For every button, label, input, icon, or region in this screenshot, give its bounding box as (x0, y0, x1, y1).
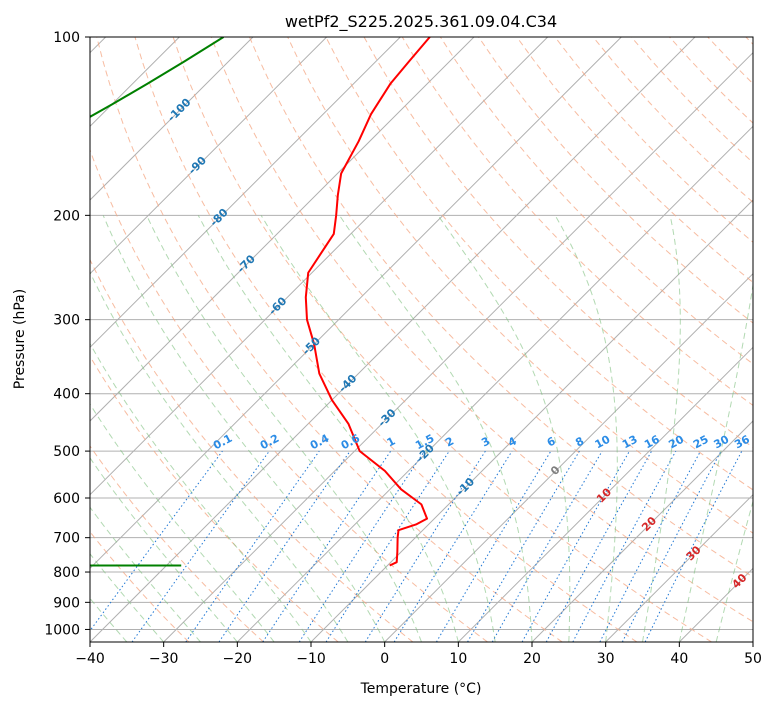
dry-adiabat-line (210, 37, 753, 623)
y-tick-label: 300 (53, 313, 80, 329)
y-tick-label: 400 (53, 387, 80, 403)
x-tick-label: 0 (380, 651, 389, 667)
y-tick-label: 200 (53, 208, 80, 224)
mixing-ratio-label: 20 (666, 433, 686, 452)
moist-adiabat-line (90, 457, 238, 642)
mixing-ratio-line (572, 450, 677, 642)
moist-adiabat-line (197, 215, 459, 642)
y-tick-label: 800 (53, 565, 80, 581)
y-tick-label: 100 (53, 30, 80, 46)
x-tick-label: 20 (523, 651, 541, 667)
y-tick-label: 600 (53, 491, 80, 507)
dry-adiabat-line (325, 37, 753, 491)
isotherm-line (90, 37, 549, 496)
x-tick-label: 30 (597, 651, 615, 667)
dry-adiabat-line (172, 37, 712, 642)
x-tick-label: −10 (296, 651, 326, 667)
mixing-ratio-line (90, 450, 223, 632)
moist-adiabat-line (90, 342, 312, 642)
x-tick-label: −30 (149, 651, 179, 667)
mixing-ratio-line (393, 450, 513, 642)
mixing-ratio-label: 25 (691, 433, 711, 452)
dry-adiabat-line (516, 37, 753, 284)
y-tick-label: 1000 (44, 622, 80, 638)
mixing-ratio-line (298, 450, 425, 642)
moist-adiabat-line (90, 403, 275, 642)
mixing-ratio-label: 10 (593, 433, 613, 452)
moist-adiabat-line (146, 215, 422, 642)
dry-adiabat-line (90, 355, 339, 642)
dry-adiabat-line (90, 258, 414, 642)
moist-adiabat-line (554, 215, 618, 642)
mixing-ratio-label: 16 (642, 433, 662, 452)
isotherm-line (605, 493, 753, 642)
mixing-ratio-line (325, 450, 450, 642)
isotherm-line (90, 37, 622, 570)
moist-adiabat-line (678, 281, 753, 642)
axis-tick-layer: −40 −30 −20 −10 0 10 20 30 40 50 100 200 300 400 500 60… (44, 30, 762, 667)
isotherm-line (90, 37, 328, 275)
mixing-ratio-line (545, 450, 653, 642)
series-layer (90, 37, 431, 567)
chart-title: wetPf2_S225.2025.361.09.04.C34 (285, 12, 557, 32)
mixing-ratio-line (131, 450, 270, 642)
moist-adiabat-line (102, 215, 386, 642)
mixing-ratio-label: 30 (712, 433, 732, 452)
mixing-ratio-line (218, 450, 351, 642)
x-tick-label: −20 (223, 651, 253, 667)
dry-adiabat-line (90, 445, 264, 642)
moist-adiabat-line (90, 506, 201, 642)
y-tick-label: 500 (53, 444, 80, 460)
grid-layer (90, 37, 753, 642)
moist-adiabat-line (642, 215, 681, 642)
x-tick-label: −40 (75, 651, 105, 667)
x-tick-label: 40 (670, 651, 688, 667)
isotherm-line (90, 37, 254, 201)
dry-adiabat-line (287, 37, 753, 534)
isotherm-line (163, 51, 753, 642)
y-tick-label: 900 (53, 595, 80, 611)
x-tick-label: 10 (449, 651, 467, 667)
y-tick-label: 700 (53, 531, 80, 547)
isotherm-line (384, 272, 753, 642)
dry-adiabat-line (96, 37, 563, 642)
dry-adiabat-line (249, 37, 753, 578)
dry-adiabat-line (134, 37, 638, 642)
mixing-ratio-label: 13 (620, 433, 640, 452)
isotherm-line (310, 199, 753, 642)
moist-adiabat-line (339, 215, 533, 642)
x-tick-label: 50 (744, 651, 762, 667)
mixing-ratio-line (185, 450, 320, 642)
moist-adiabat-line (260, 215, 496, 642)
mixing-ratio-label: 36 (732, 433, 752, 452)
mixing-ratio-line (262, 450, 392, 642)
profile-line (304, 37, 431, 567)
y-axis-label: Pressure (hPa) (12, 289, 28, 389)
moist-adiabat-line (437, 215, 571, 642)
x-axis-label: Temperature (°C) (360, 681, 482, 697)
isotherm-line (236, 125, 753, 642)
mixing-ratio-line (521, 450, 630, 642)
isotherm-line (457, 346, 753, 642)
isotherm-line (531, 420, 753, 642)
plot-frame (89, 36, 754, 643)
mixing-ratio-line (644, 450, 743, 642)
isotherm-line (90, 37, 475, 422)
